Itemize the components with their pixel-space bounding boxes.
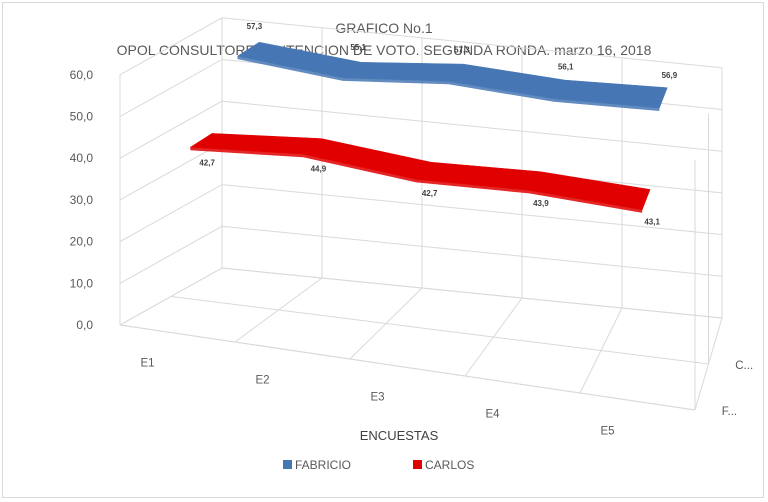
x-axis-title: ENCUESTAS [360,428,439,443]
y-tick-label: 40,0 [70,151,94,165]
y-tick-label: 50,0 [70,110,94,124]
data-label: 43,1 [644,218,660,227]
y-tick-label: 30,0 [70,193,94,207]
legend-label-carlos: CARLOS [425,458,474,472]
x-tick-label: E3 [370,392,384,404]
legend: FABRICIO CARLOS [283,458,474,472]
series-ribbons [189,41,668,213]
y-axis-ticks: 0,0 10,0 20,0 30,0 40,0 50,0 60,0 [70,68,94,332]
gridline [170,296,709,365]
data-label: 42,7 [199,158,215,167]
data-label: 44,9 [311,164,327,173]
gridline [119,324,696,411]
depth-tick-label: F... [722,406,737,418]
data-label: 42,7 [422,189,438,198]
gridline [579,57,623,394]
depth-tick-label: C... [735,360,753,372]
data-label: 57,3 [454,46,470,55]
data-label: 43,9 [533,199,549,208]
y-tick-label: 60,0 [70,68,94,82]
y-tick-label: 0,0 [76,318,93,332]
series-ribbon-fabricio [236,41,668,109]
data-label: 55,1 [350,43,366,52]
depth-axis-ticks: C... F... [722,360,753,418]
y-tick-label: 20,0 [70,235,94,249]
legend-swatch-carlos [413,460,422,469]
x-axis-ticks: E1 E2 E3 E4 E5 [140,358,614,438]
data-label: 57,3 [247,22,263,31]
x-tick-label: E4 [485,409,500,421]
x-tick-label: E5 [600,426,614,438]
x-tick-label: E1 [140,358,154,370]
gridline [234,27,323,343]
legend-label-fabricio: FABRICIO [295,458,351,472]
gridline [119,267,723,326]
series-edge-fabricio [237,56,660,111]
data-labels: 57,3 55,1 57,3 56,1 56,9 42,7 44,9 42,7 43,9 43,1 [199,22,677,226]
y-tick-label: 10,0 [70,276,94,290]
data-label: 56,9 [662,71,678,80]
series-edge-carlos [190,147,643,213]
data-label: 56,1 [558,62,574,71]
legend-swatch-fabricio [283,460,292,469]
series-ribbon-carlos [189,133,651,211]
x-tick-label: E2 [255,375,269,387]
gridline [221,267,723,319]
